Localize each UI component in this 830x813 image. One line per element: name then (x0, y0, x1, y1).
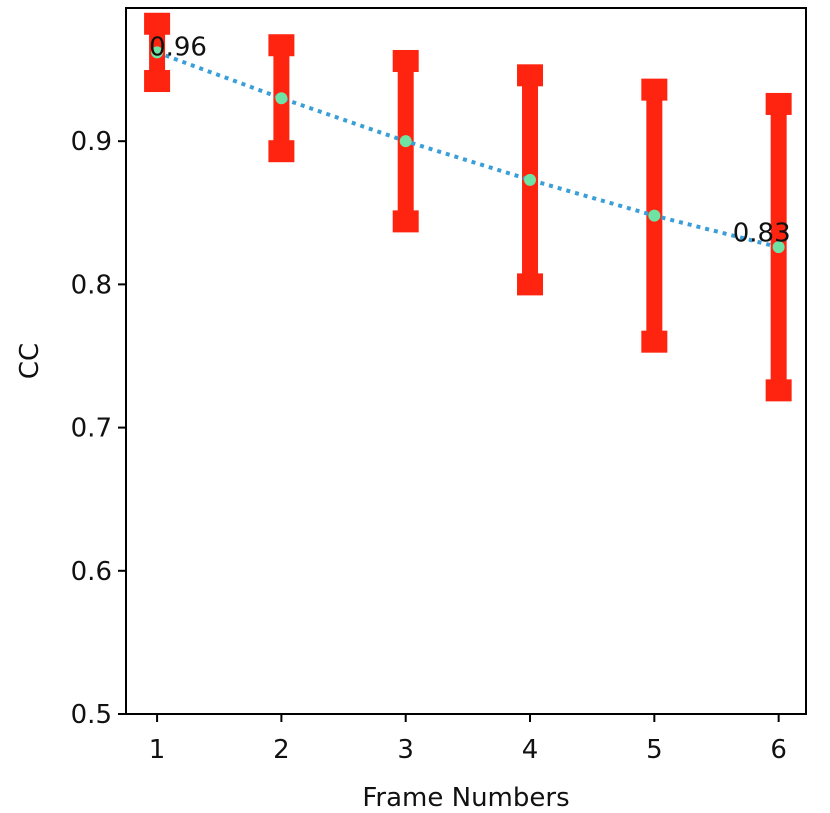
error-cap (641, 78, 668, 101)
x-tick-label: 1 (149, 735, 166, 765)
error-cap (392, 49, 419, 72)
point (648, 209, 661, 222)
x-tick-label: 4 (522, 735, 539, 765)
error-cap (641, 330, 668, 353)
x-tick-label: 6 (770, 735, 787, 765)
error-cap (268, 34, 295, 57)
error-cap (765, 92, 792, 115)
annotation: 0.96 (149, 32, 207, 62)
error-cap (144, 12, 171, 35)
line (156, 50, 780, 250)
point (524, 173, 537, 186)
x-tick-label: 3 (397, 735, 414, 765)
y-tick-label: 0.7 (71, 414, 112, 444)
point (275, 92, 288, 105)
error-cap (268, 140, 295, 163)
y-tick-label: 0.6 (71, 557, 112, 587)
error-cap (392, 210, 419, 233)
point (151, 46, 164, 59)
y-tick-label: 0.9 (71, 127, 112, 157)
y-axis-label: CC (15, 343, 45, 379)
error-cap (765, 379, 792, 402)
x-axis-label: Frame Numbers (362, 783, 569, 813)
annotation: 0.83 (733, 218, 791, 248)
y-tick-label: 0.8 (71, 270, 112, 300)
point (772, 241, 785, 254)
plot-frame (125, 7, 807, 715)
x-tick-label: 5 (646, 735, 663, 765)
error-cap (517, 64, 544, 87)
error-cap (144, 70, 171, 93)
point (399, 135, 412, 148)
x-tick-label: 2 (273, 735, 290, 765)
error-cap (517, 273, 544, 296)
y-tick-label: 0.5 (71, 700, 112, 730)
